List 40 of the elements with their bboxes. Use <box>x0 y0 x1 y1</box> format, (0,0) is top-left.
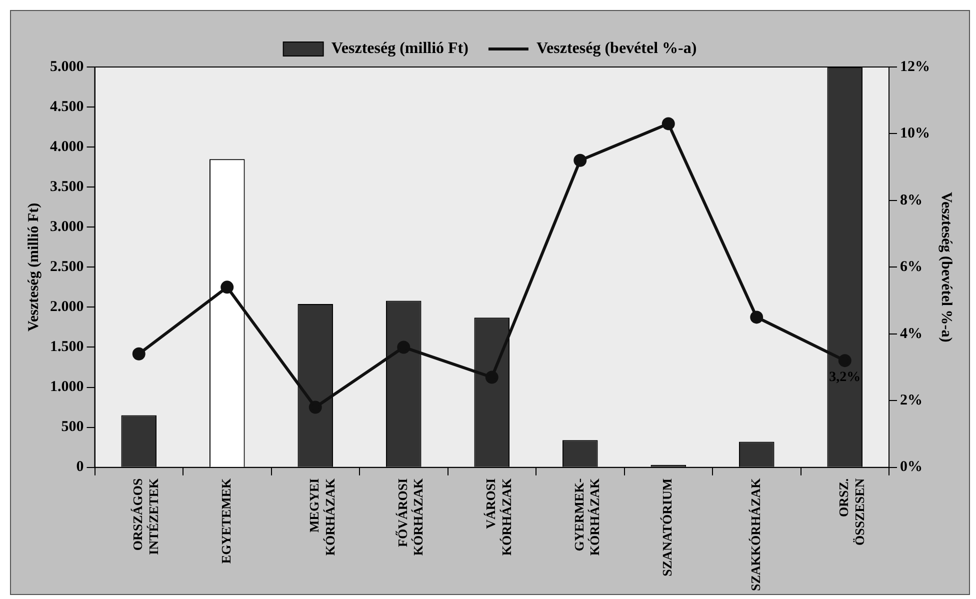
point <box>132 347 146 360</box>
y-tick-label: 3.000 <box>50 219 84 235</box>
y-tick-label: 2.500 <box>50 259 84 276</box>
point <box>220 280 234 294</box>
x-tick-label: MEGYEI KÓRHÁZAK <box>306 477 338 556</box>
x-tick-label: GYERMEK-KÓRHÁZAK <box>571 477 602 556</box>
y2-tick-label: 2% <box>900 392 922 408</box>
point <box>308 400 322 414</box>
y2-tick-label: 6% <box>900 259 922 276</box>
y-tick-label: 5.000 <box>50 58 84 75</box>
x-tick-label: SZAKKÓRHÁZAK <box>748 477 763 592</box>
y-tick-label: 0 <box>76 459 84 476</box>
point <box>838 354 852 368</box>
point <box>574 154 587 167</box>
y2-tick-label: 10% <box>900 126 930 142</box>
x-tick-label: EGYETEMEK <box>218 477 234 564</box>
point <box>485 370 498 384</box>
x-tick-label: VÁROSI KÓRHÁZAK <box>483 477 514 556</box>
y-tick-label: 4.000 <box>50 138 84 155</box>
y-axis-title: Veszteség (millió Ft) <box>26 202 42 332</box>
y2-axis-title: Veszteség (bevétel %-a) <box>938 192 954 342</box>
y-tick-label: 500 <box>61 419 84 436</box>
y2-tick-label: 4% <box>900 326 922 342</box>
point <box>397 340 410 354</box>
y-tick-label: 2.000 <box>50 299 84 316</box>
point <box>662 117 675 130</box>
point <box>750 310 764 324</box>
x-tick-label: ORSZÁGOS INTÉZETEK <box>130 477 161 555</box>
x-tick-label: ORSZ. ÖSSZESEN <box>836 478 867 546</box>
y2-tick-label: 12% <box>900 58 930 75</box>
y-tick-label: 3.500 <box>50 178 84 195</box>
legend-label: Veszteség (bevétel %-a) <box>536 40 697 58</box>
y-tick-label: 4.500 <box>50 98 84 115</box>
y-tick-label: 1.000 <box>50 379 84 396</box>
y-tick-label: 1.500 <box>50 339 84 356</box>
y2-tick-label: 8% <box>900 192 922 208</box>
x-tick-label: SZANATÓRIUM <box>660 478 675 576</box>
x-tick-label: FŐVÁROSI KÓRHÁZAK <box>394 477 426 556</box>
legend-label: Veszteség (millió Ft) <box>331 40 468 58</box>
y2-tick-label: 0% <box>900 459 922 476</box>
